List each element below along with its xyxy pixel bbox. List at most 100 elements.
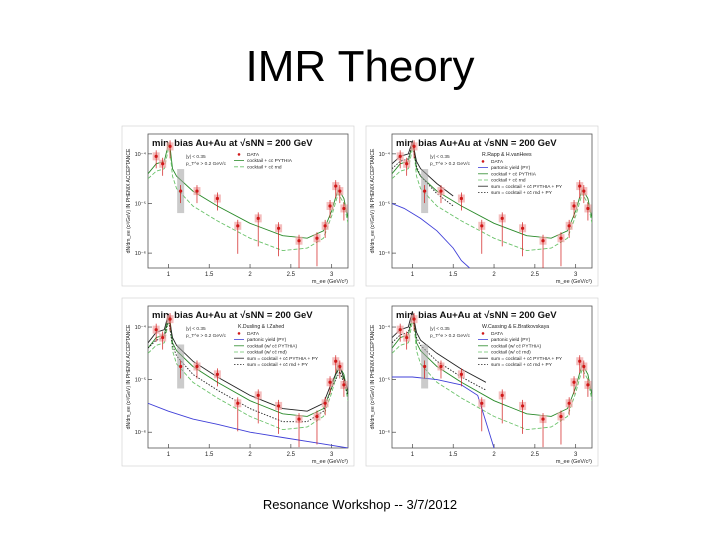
x-tick-label: 1.5 (205, 452, 214, 458)
data-point (412, 144, 416, 149)
y-tick-label: 10⁻⁴ (379, 151, 391, 158)
data-point (297, 417, 301, 421)
data-point (572, 380, 576, 384)
series-line-sum-cocktail-cc-rnd-py (392, 143, 454, 207)
x-tick-label: 2 (248, 452, 252, 458)
data-point (328, 380, 332, 384)
cut-label: p_T^e > 0.2 GeV/c (430, 333, 471, 339)
cut-label: |y| < 0.35 (430, 154, 450, 160)
series-line-cocktail-w-cc-rnd- (148, 320, 348, 431)
legend-data-marker (481, 332, 485, 335)
data-point (277, 226, 281, 230)
series-line-cocktail-cc-rnd (392, 147, 592, 252)
y-tick-label: 10⁻⁶ (379, 250, 390, 257)
x-tick-label: 2.5 (287, 272, 296, 278)
data-point (342, 383, 346, 387)
y-axis-label: dN/dm_ee (c²/GeV) IN PHENIX ACCEPTANCE (126, 324, 132, 429)
cut-label: |y| < 0.35 (430, 326, 450, 332)
theory-label: W.Cassing & E.Bratkovskaya (482, 324, 549, 330)
chart-panel-bottom-right: dN/dm_ee (c²/GeV) IN PHENIX ACCEPTANCE 10… (365, 297, 599, 467)
data-point (559, 236, 563, 240)
slide-footer: Resonance Workshop -- 3/7/2012 (262, 497, 458, 512)
theory-label: K.Dusling & I.Zahed (238, 324, 284, 330)
legend-data-marker (481, 160, 485, 163)
data-point (195, 364, 199, 369)
x-tick-label: 2 (248, 272, 252, 278)
y-tick-label: 10⁻⁵ (135, 200, 146, 207)
data-point (315, 236, 319, 240)
x-tick-label: 1 (167, 452, 171, 458)
legend-data-marker (237, 332, 241, 335)
data-point (586, 206, 590, 211)
data-point (154, 154, 158, 158)
data-point (256, 216, 260, 220)
data-point (168, 144, 172, 149)
x-tick-label: 2.5 (531, 272, 540, 278)
x-tick-label: 1 (411, 272, 415, 278)
theory-label: R.Rapp & H.vanHees (482, 152, 532, 158)
x-axis-label: m_ee (GeV/c²) (556, 459, 592, 465)
data-point (161, 162, 165, 166)
legend-entry: DATA (247, 152, 260, 158)
data-point (236, 401, 240, 405)
series-line-cocktail-w-cc-rnd- (392, 320, 592, 431)
data-point (334, 184, 338, 188)
data-point (500, 393, 504, 398)
x-tick-label: 1.5 (449, 272, 458, 278)
data-point (521, 226, 525, 230)
data-point (559, 414, 563, 419)
legend-entry: sum = cocktail + cc̄ rnd + PY (247, 362, 309, 368)
cut-label: p_T^e > 0.2 GeV/c (186, 161, 227, 167)
y-tick-label: 10⁻⁶ (135, 429, 146, 436)
panel-frame (121, 125, 355, 287)
legend-entry: DATA (491, 159, 504, 165)
data-point (405, 335, 409, 340)
y-tick-label: 10⁻⁴ (135, 151, 147, 158)
plot-area (391, 133, 593, 269)
x-tick-label: 1 (167, 272, 171, 278)
data-point (342, 206, 346, 211)
data-point (236, 224, 240, 228)
data-point (297, 239, 301, 243)
data-point (480, 224, 484, 228)
y-tick-label: 10⁻⁶ (379, 429, 390, 436)
data-point (328, 204, 332, 208)
data-point (195, 189, 199, 193)
data-point (256, 393, 260, 398)
data-point (567, 401, 571, 405)
chart-title: min. bias Au+Au at √sNN = 200 GeV (396, 310, 557, 321)
chart-title: min. bias Au+Au at √sNN = 200 GeV (152, 310, 313, 321)
slide-title: IMR Theory (245, 42, 475, 91)
legend-entry: cocktail + cc̄ PYTHIA (247, 158, 293, 164)
x-tick-label: 2.5 (287, 452, 296, 458)
chart-panel-bottom-left: dN/dm_ee (c²/GeV) IN PHENIX ACCEPTANCE 10… (121, 297, 355, 467)
data-point (567, 224, 571, 228)
plot-content (392, 139, 592, 268)
plot-area (147, 305, 349, 449)
data-point (572, 204, 576, 208)
cut-label: |y| < 0.35 (186, 326, 206, 332)
panel-frame (121, 297, 355, 467)
legend-entry: sum = cocktail + cc̄ rnd + PY (491, 190, 553, 196)
data-point (154, 328, 158, 332)
legend-entry: DATA (247, 331, 260, 337)
legend-entry: cocktail (w/ cc̄ rnd) (247, 350, 287, 356)
y-tick-label: 10⁻⁵ (379, 200, 390, 207)
y-tick-label: 10⁻⁴ (379, 324, 391, 331)
legend-entry: sum = cocktail + cc̄ PYTHIA + PY (247, 356, 319, 362)
data-point (439, 189, 443, 193)
cut-label: |y| < 0.35 (186, 154, 206, 160)
data-point (480, 401, 484, 405)
data-point (215, 372, 219, 376)
plot-area (147, 133, 349, 269)
x-tick-label: 3 (574, 452, 578, 458)
y-axis-label: dN/dm_ee (c²/GeV) IN PHENIX ACCEPTANCE (370, 324, 376, 429)
legend-entry: sum = cocktail + cc̄ rnd + PY (491, 362, 553, 368)
data-point (459, 372, 463, 376)
data-point (179, 189, 183, 193)
chart-title: min. bias Au+Au at √sNN = 200 GeV (152, 138, 313, 149)
data-point (423, 189, 427, 193)
data-point (578, 359, 582, 363)
plot-content (148, 140, 348, 268)
